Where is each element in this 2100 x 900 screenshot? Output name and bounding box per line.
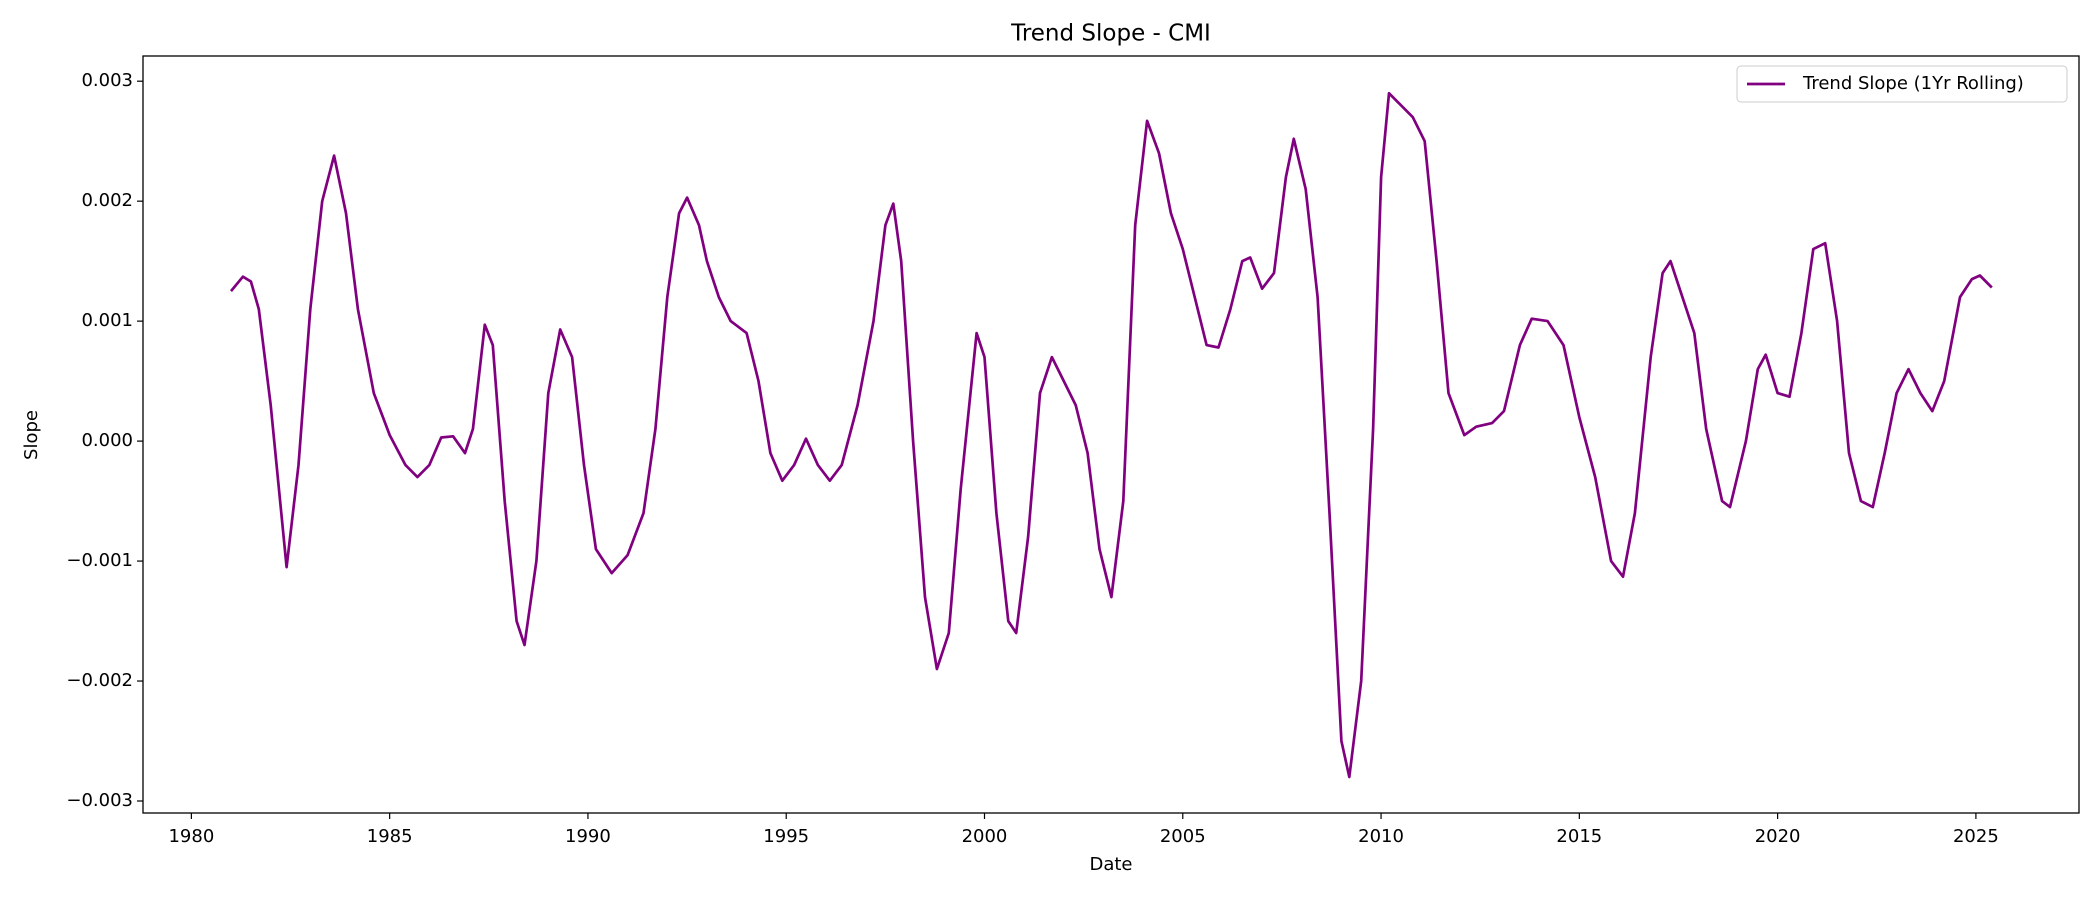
legend-label: Trend Slope (1Yr Rolling) — [1802, 73, 2024, 94]
y-tick-label: 0.001 — [81, 310, 133, 331]
x-tick-label: 2020 — [1755, 826, 1801, 847]
y-tick-label: 0.002 — [81, 190, 133, 211]
y-tick-label: 0.003 — [81, 70, 133, 91]
x-axis-label: Date — [1089, 854, 1132, 875]
legend-box — [1736, 65, 2068, 103]
x-tick-label: 2015 — [1556, 826, 1602, 847]
data-line — [229, 91, 1993, 779]
x-tick-label: 2025 — [1953, 826, 1999, 847]
x-tick-label: 2000 — [962, 826, 1008, 847]
x-tick-label: 2005 — [1160, 826, 1206, 847]
chart-title: Trend Slope - CMI — [1010, 21, 1211, 47]
x-tick-label: 1980 — [168, 826, 214, 847]
x-tick-label: 1990 — [565, 826, 611, 847]
y-axis-label: Slope — [21, 410, 42, 460]
y-tick-label: 0.000 — [81, 430, 133, 451]
x-tick-label: 1985 — [367, 826, 413, 847]
y-tick-label: −0.001 — [66, 550, 133, 571]
x-tick-label: 1995 — [763, 826, 809, 847]
y-tick-label: −0.002 — [66, 670, 133, 691]
plot-frame — [142, 55, 2080, 814]
y-tick-label: −0.003 — [66, 790, 133, 811]
x-tick-label: 2010 — [1358, 826, 1404, 847]
